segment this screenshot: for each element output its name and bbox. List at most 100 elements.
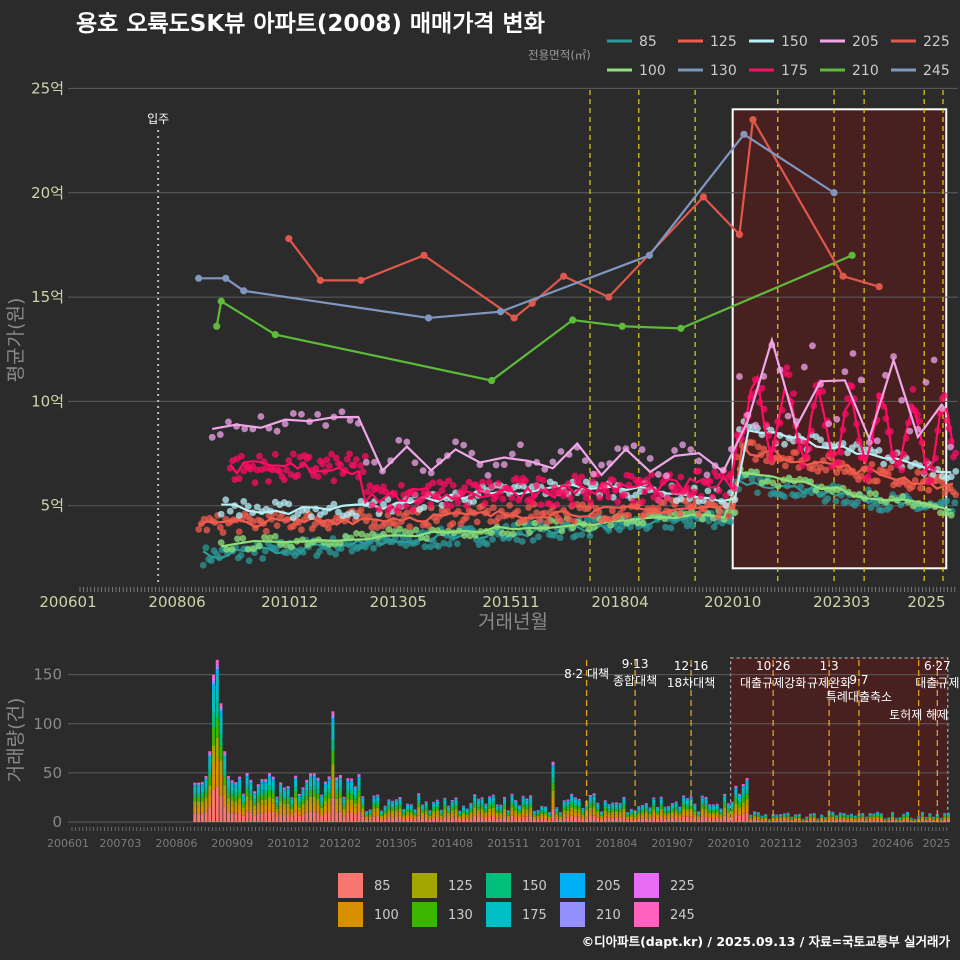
- volume-bar: [510, 807, 514, 811]
- volume-bar: [491, 811, 495, 816]
- data-point: [914, 468, 922, 476]
- data-point: [833, 415, 841, 423]
- volume-bar: [327, 780, 331, 789]
- volume-bar: [943, 813, 947, 816]
- volume-bar: [697, 817, 701, 820]
- volume-bar: [424, 808, 428, 812]
- volume-bar: [320, 796, 324, 798]
- volume-bar: [495, 814, 499, 819]
- volume-bar: [197, 796, 201, 802]
- volume-bar: [626, 818, 630, 820]
- volume-bar: [704, 808, 708, 812]
- legend-swatch-210: [560, 902, 585, 927]
- data-point: [784, 412, 792, 420]
- volume-bar: [600, 816, 604, 818]
- volume-bar: [674, 806, 678, 809]
- volume-bar: [368, 813, 372, 816]
- volume-bar: [891, 812, 895, 815]
- volume-bar: [301, 789, 305, 791]
- volume-bar: [850, 814, 854, 816]
- data-point: [499, 529, 506, 537]
- data-point: [946, 443, 954, 451]
- data-point: [709, 493, 716, 501]
- data-point: [639, 519, 647, 527]
- volume-bar: [282, 787, 286, 789]
- volume-bar: [361, 805, 365, 809]
- volume-bar: [685, 812, 689, 817]
- volume-bar: [260, 812, 264, 822]
- volume-bar: [558, 818, 562, 820]
- volume-bar: [805, 818, 809, 819]
- data-point: [226, 507, 234, 515]
- volume-bar: [536, 814, 540, 816]
- volume-bar: [353, 807, 357, 815]
- volume-bar: [435, 801, 439, 802]
- volume-bar: [670, 804, 674, 806]
- volume-bar: [215, 666, 219, 670]
- volume-bar: [614, 814, 618, 818]
- volume-bar: [514, 813, 518, 818]
- volume-bar: [700, 796, 704, 798]
- policy-label: 9·13: [622, 657, 649, 671]
- volume-bar: [816, 818, 820, 820]
- legend-label-225: 225: [923, 34, 950, 50]
- volume-bar: [275, 796, 279, 798]
- volume-bar: [197, 785, 201, 787]
- data-point: [774, 482, 782, 490]
- volume-bar: [331, 751, 335, 765]
- volume-bar: [592, 793, 596, 795]
- volume-bar: [544, 807, 548, 809]
- volume-bar: [898, 818, 902, 820]
- volume-bar: [256, 784, 260, 785]
- volume-bar: [771, 818, 775, 821]
- volume-bar: [939, 821, 943, 822]
- volume-bar: [879, 818, 883, 821]
- volume-bar: [282, 796, 286, 800]
- volume-bar: [611, 804, 615, 808]
- data-point: [553, 501, 561, 509]
- data-point: [403, 509, 411, 517]
- volume-bar: [409, 812, 413, 815]
- volume-bar: [838, 819, 842, 822]
- data-point: [609, 477, 617, 484]
- volume-bar: [820, 818, 824, 821]
- data-point: [223, 545, 231, 553]
- volume-bar: [499, 813, 503, 816]
- volume-bar: [917, 816, 921, 818]
- volume-bar: [573, 798, 577, 800]
- volume-bar: [290, 809, 294, 813]
- volume-bar: [532, 812, 536, 814]
- volume-bar: [656, 808, 659, 811]
- volume-bar: [536, 819, 540, 822]
- volume-bar: [264, 778, 268, 780]
- data-point: [312, 464, 320, 472]
- volume-bar: [730, 811, 734, 814]
- volume-bar: [667, 806, 671, 808]
- volume-bar: [517, 807, 521, 810]
- volume-bar: [219, 760, 223, 775]
- volume-bar: [745, 793, 749, 800]
- volume-bar: [782, 816, 786, 818]
- volume-bar: [338, 776, 342, 778]
- volume-bar: [562, 813, 566, 818]
- volume-bar: [678, 810, 682, 813]
- data-point: [411, 459, 419, 467]
- volume-bar: [379, 817, 383, 820]
- data-point: [603, 488, 610, 495]
- volume-bar: [570, 796, 574, 802]
- volume-bar: [413, 810, 417, 811]
- data-point: [402, 502, 410, 510]
- volume-bar: [794, 818, 798, 821]
- data-point: [479, 478, 486, 486]
- volume-bar: [450, 805, 454, 808]
- volume-bar: [361, 816, 365, 822]
- data-point: [330, 500, 338, 508]
- volume-bar: [391, 808, 395, 811]
- volume-bar: [312, 778, 316, 786]
- x-tick-label: 201511: [482, 593, 539, 611]
- volume-bar: [409, 808, 413, 811]
- volume-bar: [902, 817, 906, 819]
- volume-bar: [510, 803, 514, 808]
- volume-bar: [234, 806, 238, 814]
- volume-bar: [808, 815, 812, 817]
